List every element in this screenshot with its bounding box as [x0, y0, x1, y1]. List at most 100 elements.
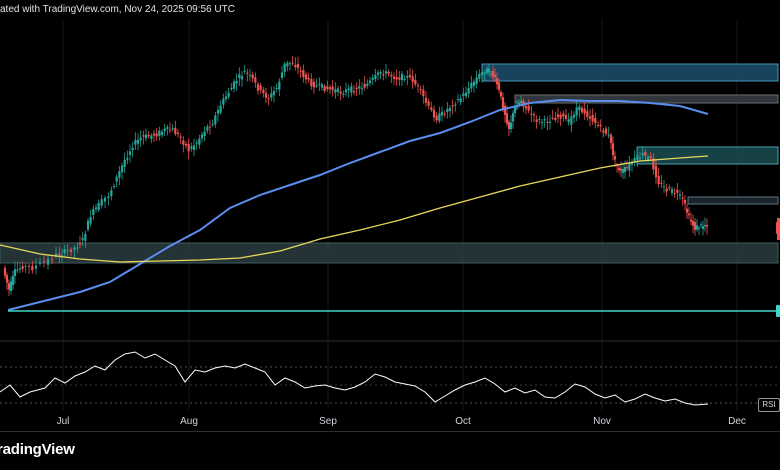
- candle: [440, 106, 444, 122]
- candle: [182, 136, 185, 153]
- candle: [456, 93, 460, 104]
- candle: [171, 123, 174, 132]
- candle-body: [243, 70, 246, 72]
- candle-body: [16, 269, 19, 271]
- candle: [497, 78, 501, 94]
- candle-body: [76, 247, 79, 249]
- candle: [548, 114, 552, 130]
- candle-body: [262, 89, 265, 93]
- candle: [459, 94, 462, 106]
- candle: [246, 68, 249, 82]
- candle: [406, 70, 409, 86]
- candle: [662, 180, 666, 193]
- candle: [203, 126, 206, 142]
- candle-body: [406, 76, 409, 78]
- candle-body: [3, 267, 7, 276]
- candle: [158, 126, 161, 141]
- candle-body: [254, 77, 257, 83]
- candle-body: [224, 96, 228, 100]
- candle-body: [155, 133, 158, 137]
- candle: [535, 115, 538, 129]
- candle-body: [291, 62, 294, 64]
- candle: [206, 124, 209, 134]
- candle: [342, 90, 345, 98]
- candle-body: [286, 62, 289, 67]
- candle-body: [192, 145, 196, 150]
- candle-body: [657, 175, 660, 184]
- candle: [89, 209, 92, 227]
- candle: [556, 107, 560, 123]
- price-tag-current: [776, 222, 780, 234]
- candle: [115, 174, 118, 188]
- candle: [384, 63, 388, 79]
- candle-body: [246, 72, 249, 74]
- candle: [168, 122, 172, 133]
- candle: [219, 100, 222, 115]
- candle: [695, 219, 699, 232]
- candle: [687, 207, 691, 220]
- candle-body: [497, 82, 501, 90]
- candle-body: [248, 75, 252, 77]
- candle: [411, 69, 414, 89]
- candle-body: [580, 107, 584, 113]
- candle-body: [259, 85, 262, 90]
- candle: [174, 120, 177, 137]
- candle: [240, 70, 244, 87]
- supply-demand-zones: [0, 63, 779, 264]
- candle: [395, 69, 398, 86]
- candle: [163, 124, 166, 137]
- candle: [283, 61, 286, 77]
- candle: [530, 105, 533, 122]
- candle: [24, 262, 27, 273]
- candle-body: [554, 117, 557, 120]
- candle: [126, 150, 129, 165]
- candle: [617, 164, 621, 174]
- candle-body: [174, 127, 177, 135]
- candle: [92, 205, 95, 220]
- candle: [503, 102, 507, 123]
- candle: [97, 199, 100, 213]
- candle-body: [524, 105, 528, 109]
- candle-body: [73, 247, 76, 250]
- candle: [489, 70, 493, 78]
- candle: [493, 68, 497, 83]
- rsi-label[interactable]: RSI: [758, 398, 780, 412]
- candle-body: [310, 79, 313, 87]
- tradingview-logo[interactable]: radingView: [0, 441, 75, 458]
- candle-body: [673, 192, 676, 194]
- candle-body: [641, 153, 644, 156]
- candle: [27, 263, 31, 274]
- candle: [554, 111, 557, 123]
- candle: [7, 279, 11, 297]
- candle: [34, 258, 38, 275]
- candle: [76, 242, 79, 253]
- candle-body: [456, 99, 460, 101]
- candle: [430, 101, 433, 112]
- candle: [625, 160, 629, 171]
- candle-body: [144, 134, 148, 139]
- candle-body: [559, 114, 562, 119]
- candle: [464, 86, 468, 100]
- candle: [615, 162, 619, 173]
- candle: [86, 218, 90, 232]
- candle-body: [296, 64, 300, 68]
- x-label-aug: Aug: [180, 416, 198, 427]
- candle-body: [588, 116, 592, 119]
- candle-body: [411, 76, 414, 83]
- candle-body: [414, 79, 417, 85]
- candle: [596, 120, 600, 128]
- candle-body: [691, 221, 695, 226]
- candle: [256, 81, 260, 95]
- candle: [192, 138, 196, 157]
- candle: [304, 71, 308, 85]
- candle: [139, 130, 142, 147]
- candle: [235, 73, 238, 91]
- candle: [355, 82, 358, 97]
- candle-body: [344, 89, 348, 93]
- candle: [699, 221, 703, 228]
- candle: [267, 94, 270, 106]
- candle-body: [499, 92, 503, 97]
- candle: [344, 82, 348, 97]
- candle-body: [662, 186, 666, 188]
